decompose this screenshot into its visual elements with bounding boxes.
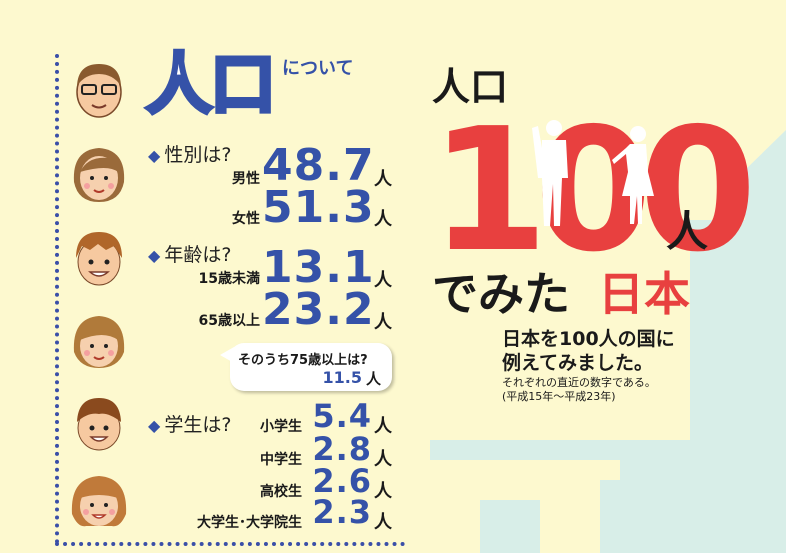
bg-arrow-shape	[430, 130, 786, 553]
hero-line1: 人口	[432, 65, 509, 109]
bubble-value: 11.5	[322, 368, 362, 387]
hero-desc2: 例えてみました。	[502, 352, 654, 374]
age-label-over65: 65歳以上	[198, 313, 260, 329]
student-label-elementary: 小学生	[260, 419, 302, 435]
hero-note1: それぞれの直近の数字である。	[502, 376, 656, 389]
gender-label-male: 男性	[232, 171, 260, 187]
dotted-border-bottom	[55, 542, 405, 546]
hero-line3b: 日本	[598, 267, 690, 321]
unit-label: 人	[374, 209, 392, 230]
student-value-elementary: 5.4	[312, 397, 372, 435]
page-title: 人口	[144, 46, 278, 123]
hero-desc1: 日本を100人の国に	[502, 328, 675, 350]
unit-label: 人	[374, 312, 392, 333]
student-label-high-school: 高校生	[260, 484, 302, 500]
unit-label: 人	[374, 169, 392, 190]
unit-label: 人	[374, 481, 392, 502]
diamond-icon: ◆	[148, 146, 161, 165]
gender-value-male: 48.7	[262, 140, 375, 191]
unit-label: 人	[374, 512, 392, 533]
man-glasses-face-icon	[76, 64, 122, 118]
gender-value-female: 51.3	[262, 182, 375, 233]
student-label-junior-high: 中学生	[260, 452, 302, 468]
page-title-suffix: について	[282, 58, 354, 79]
student-value-university: 2.3	[312, 493, 372, 531]
student-question: ◆ 学生は?	[148, 414, 232, 436]
student-value-junior-high: 2.8	[312, 430, 372, 468]
hero-number: 100	[430, 92, 757, 290]
student-value-high-school: 2.6	[312, 462, 372, 500]
unit-label: 人	[374, 416, 392, 437]
age-value-under15: 13.1	[262, 242, 375, 293]
bubble-text: そのうち75歳以上は?	[238, 353, 368, 368]
age-question: ◆ 年齢は?	[148, 244, 232, 266]
diamond-icon: ◆	[148, 246, 161, 265]
bg-block	[480, 500, 540, 553]
boy-face-icon	[76, 232, 122, 286]
girl-face-icon	[73, 316, 125, 368]
gender-question: ◆ 性別は?	[148, 144, 232, 166]
unit-label: 人	[366, 370, 382, 388]
woman-silhouette-icon	[612, 126, 654, 224]
man-silhouette-icon	[532, 120, 568, 226]
hero-note2: (平成15年〜平成23年)	[502, 390, 616, 403]
child-boy-face-icon	[77, 398, 121, 451]
gender-label-female: 女性	[232, 211, 260, 227]
unit-label: 人	[374, 449, 392, 470]
student-label-university: 大学生･大学院生	[197, 515, 302, 531]
hero-line3a: でみた	[432, 267, 570, 321]
child-girl-face-icon	[71, 476, 127, 527]
dotted-border-left	[55, 54, 59, 544]
bg-block	[600, 480, 786, 553]
age-label-under15: 15歳未満	[198, 271, 260, 287]
hero-unit: 人	[666, 207, 709, 256]
woman-face-icon	[73, 148, 125, 202]
speech-bubble: そのうち75歳以上は? 11.5 人	[220, 343, 392, 391]
diamond-icon: ◆	[148, 416, 161, 435]
age-value-over65: 23.2	[262, 284, 375, 335]
unit-label: 人	[374, 270, 392, 291]
